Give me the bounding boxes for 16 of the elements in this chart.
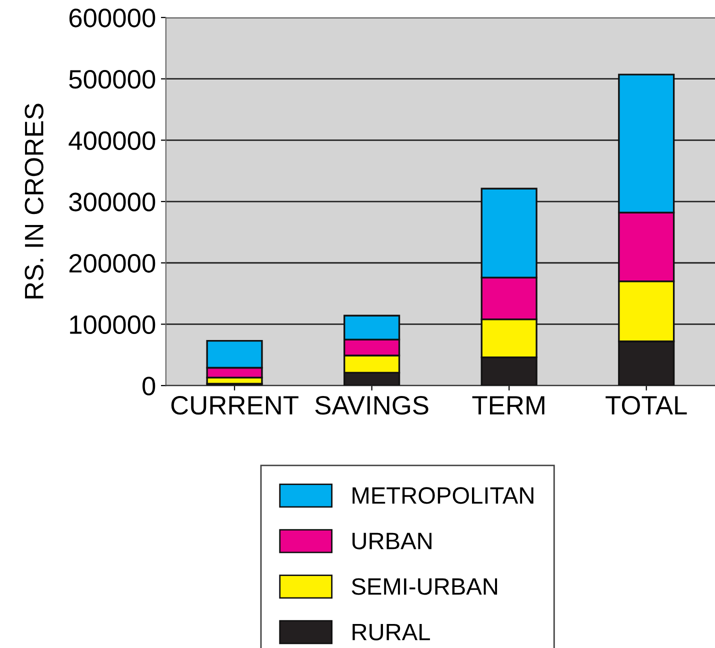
x-tick-label: CURRENT <box>171 396 298 415</box>
y-tick-label: 500000 <box>69 70 156 89</box>
y-tick-label: 600000 <box>69 8 156 28</box>
x-tick-label: TOTAL <box>606 396 687 415</box>
y-tick-label: 400000 <box>68 131 156 150</box>
x-tick-label: SAVINGS <box>315 396 428 415</box>
y-tick-label: 200000 <box>69 254 156 273</box>
legend-label: RURAL <box>352 624 430 640</box>
y-axis-title: RS. IN CRORES <box>24 104 44 298</box>
legend-label: METROPOLITAN <box>352 487 534 504</box>
y-tick-label: 100000 <box>70 315 156 334</box>
x-tick-label: TERM <box>472 396 544 414</box>
legend-label: SEMI-URBAN <box>352 578 498 595</box>
legend-label: URBAN <box>352 532 432 550</box>
y-tick-label: 0 <box>142 376 156 396</box>
y-tick-label: 300000 <box>69 192 156 212</box>
